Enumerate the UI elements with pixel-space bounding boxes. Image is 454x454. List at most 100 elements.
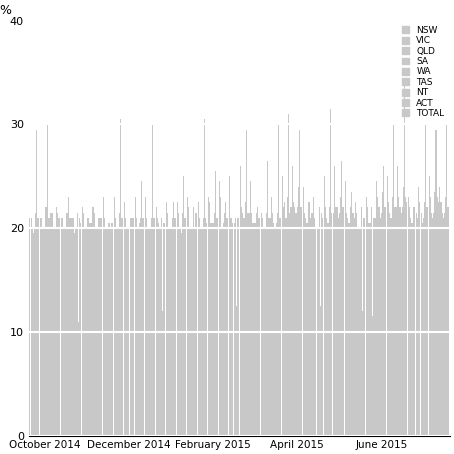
Bar bbox=[146, 218, 147, 436]
Bar bbox=[370, 223, 371, 436]
Bar bbox=[94, 212, 95, 436]
Bar bbox=[205, 218, 207, 436]
Bar bbox=[417, 218, 418, 436]
Bar bbox=[106, 228, 107, 436]
Bar bbox=[390, 218, 391, 436]
Bar bbox=[235, 218, 236, 436]
Bar bbox=[225, 202, 226, 436]
Bar bbox=[308, 202, 309, 436]
Bar bbox=[278, 124, 279, 436]
Bar bbox=[430, 197, 431, 436]
Bar bbox=[62, 218, 63, 436]
Bar bbox=[143, 218, 144, 436]
Bar bbox=[120, 119, 121, 436]
Bar bbox=[46, 124, 48, 436]
Bar bbox=[392, 197, 393, 436]
Bar bbox=[168, 228, 169, 436]
Bar bbox=[369, 223, 370, 436]
Bar bbox=[50, 212, 51, 436]
Bar bbox=[279, 218, 280, 436]
Bar bbox=[363, 218, 364, 436]
Bar bbox=[360, 228, 361, 436]
Bar bbox=[305, 218, 306, 436]
Bar bbox=[64, 228, 65, 436]
Bar bbox=[374, 218, 375, 436]
Bar bbox=[166, 202, 167, 436]
Bar bbox=[259, 218, 260, 436]
Bar bbox=[236, 306, 237, 436]
Bar bbox=[96, 228, 97, 436]
Bar bbox=[118, 228, 119, 436]
Bar bbox=[70, 218, 71, 436]
Bar bbox=[440, 202, 441, 436]
Bar bbox=[48, 218, 49, 436]
Bar bbox=[83, 212, 84, 436]
Bar bbox=[345, 182, 346, 436]
Bar bbox=[199, 218, 200, 436]
Bar bbox=[68, 197, 69, 436]
Bar bbox=[400, 212, 402, 436]
Bar bbox=[288, 114, 289, 436]
Bar bbox=[30, 218, 32, 436]
Bar bbox=[237, 218, 238, 436]
Bar bbox=[314, 218, 316, 436]
Bar bbox=[377, 197, 379, 436]
Bar bbox=[265, 228, 266, 436]
Bar bbox=[192, 207, 194, 436]
Bar bbox=[261, 212, 262, 436]
Bar bbox=[343, 207, 344, 436]
Bar bbox=[169, 228, 170, 436]
Bar bbox=[349, 223, 350, 436]
Bar bbox=[69, 218, 70, 436]
Bar bbox=[125, 218, 126, 436]
Bar bbox=[352, 212, 354, 436]
Bar bbox=[368, 223, 369, 436]
Bar bbox=[189, 228, 190, 436]
Bar bbox=[196, 212, 197, 436]
Bar bbox=[195, 212, 196, 436]
Bar bbox=[141, 182, 142, 436]
Bar bbox=[37, 218, 38, 436]
Bar bbox=[324, 176, 325, 436]
Bar bbox=[152, 124, 153, 436]
Bar bbox=[99, 218, 100, 436]
Bar bbox=[84, 228, 85, 436]
Bar bbox=[366, 197, 367, 436]
Bar bbox=[446, 124, 447, 436]
Bar bbox=[142, 218, 143, 436]
Bar bbox=[180, 228, 181, 436]
Bar bbox=[448, 207, 449, 436]
Bar bbox=[230, 218, 231, 436]
Bar bbox=[184, 218, 185, 436]
Bar bbox=[61, 218, 62, 436]
Bar bbox=[246, 129, 247, 436]
Bar bbox=[331, 212, 332, 436]
Bar bbox=[304, 212, 305, 436]
Legend: NSW, VIC, QLD, SA, WA, TAS, NT, ACT, TOTAL: NSW, VIC, QLD, SA, WA, TAS, NT, ACT, TOT… bbox=[401, 25, 445, 119]
Bar bbox=[397, 166, 398, 436]
Bar bbox=[296, 207, 298, 436]
Bar bbox=[133, 218, 134, 436]
Bar bbox=[431, 212, 432, 436]
Bar bbox=[266, 212, 267, 436]
Bar bbox=[227, 218, 228, 436]
Bar bbox=[57, 212, 58, 436]
Bar bbox=[357, 228, 359, 436]
Bar bbox=[90, 223, 91, 436]
Bar bbox=[157, 218, 158, 436]
Bar bbox=[244, 218, 245, 436]
Bar bbox=[241, 207, 242, 436]
Bar bbox=[293, 202, 294, 436]
Bar bbox=[356, 212, 357, 436]
Bar bbox=[177, 202, 178, 436]
Bar bbox=[36, 129, 37, 436]
Bar bbox=[289, 212, 291, 436]
Bar bbox=[272, 212, 273, 436]
Bar bbox=[442, 212, 443, 436]
Bar bbox=[73, 218, 74, 436]
Bar bbox=[243, 218, 244, 436]
Bar bbox=[255, 223, 256, 436]
Bar bbox=[95, 228, 96, 436]
Bar bbox=[341, 161, 342, 436]
Bar bbox=[85, 228, 86, 436]
